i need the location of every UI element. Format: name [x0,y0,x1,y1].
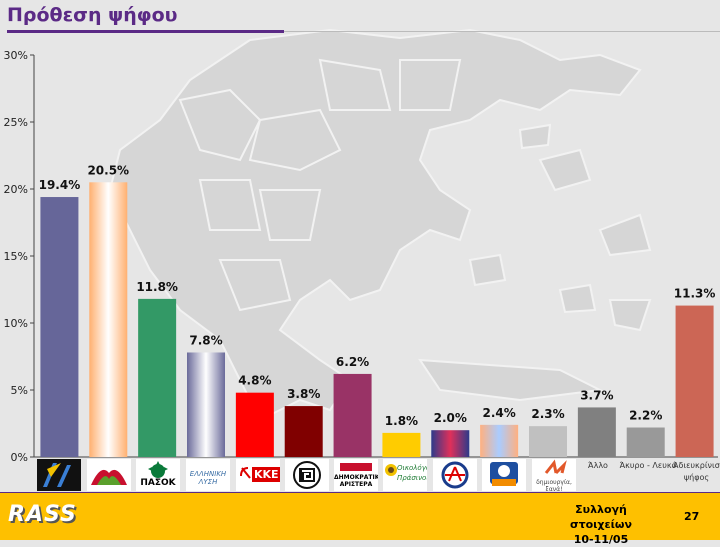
hammer-sickle-icon [240,467,251,479]
y-tick-label: 5% [11,384,28,397]
category-label-allo: Άλλο [588,461,608,470]
logo-elliniki: ΕΛΛΗΝΙΚΗ ΛΥΣΗ [186,459,230,491]
bar-value-label: 11.3% [674,287,716,301]
bar-value-label: 3.8% [287,387,320,401]
y-tick-label: 30% [4,49,28,62]
bar-9 [480,424,519,457]
bar-value-label: 19.4% [39,178,81,192]
kke-logo-text: ΚΚΕ [252,467,280,482]
logo-nd [37,459,81,491]
bar-value-label: 11.8% [136,280,178,294]
logo-pasok: ΠΑΣΟΚ [136,459,180,491]
circle-emblem-icon [441,461,469,489]
category-label-akyro: Άκυρο - Λευκό [619,461,677,470]
bar-value-label: 2.3% [531,407,564,421]
logo-oikologoi: Οικολόγοι Πράσινοι [383,459,427,491]
data-collection-label: Συλλογή στοιχείων [570,503,632,531]
bar-6 [333,373,372,457]
bar-value-label: 6.2% [336,355,369,369]
rass-logo: RASS [8,502,77,527]
logo-party-10 [482,459,526,491]
bar-8 [431,430,470,457]
bar-13 [675,305,714,457]
bar-value-label: 2.2% [629,409,662,423]
y-tick-label: 10% [4,317,28,330]
bar-value-label: 4.8% [238,374,271,388]
title-underline [7,30,284,33]
pasok-logo-text: ΠΑΣΟΚ [140,478,176,488]
dimiourgia-logo-text: δημιουργία, ξανά! [536,479,572,491]
logo-syriza [87,459,131,491]
page-number: 27 [684,510,700,523]
y-tick-label: 0% [11,451,28,464]
logo-party-9 [433,459,477,491]
footer-bar [0,493,720,540]
bar-0 [40,197,79,458]
bar-10 [529,426,567,457]
bar-2 [138,298,177,457]
nd-logo-icon [43,463,71,487]
logo-dimar: ΔΗΜΟΚΡΑΤΙΚΗ ΑΡΙΣΤΕΡΑ [334,459,378,491]
sunflower-icon [385,464,397,476]
sun-rays-icon [544,459,567,475]
pasok-sun-icon [148,461,168,478]
bar-12 [626,427,665,457]
data-collection-note: Συλλογή στοιχείων 10-11/05 [548,502,654,547]
dimar-logo-mark [340,463,372,471]
y-tick-label: 25% [4,116,28,129]
bar-value-label: 3.7% [580,388,613,402]
bar-value-label: 2.4% [483,406,516,420]
bar-4 [235,392,274,457]
bar-5 [284,406,323,457]
syriza-logo-icon [91,469,127,485]
meander-wreath-icon [293,461,321,489]
oikologoi-logo-text: Οικολόγοι Πράσινοι [397,464,427,482]
y-tick-label: 20% [4,183,28,196]
bar-1 [89,182,128,458]
page-title: Πρόθεση ψήφου [7,4,178,26]
logo-kke: ΚΚΕ [236,459,280,491]
blue-square-emblem-icon [490,462,518,486]
bar-value-label: 20.5% [87,163,129,177]
title-divider [284,31,720,32]
elliniki-logo-text: ΕΛΛΗΝΙΚΗ ΛΥΣΗ [189,470,227,486]
y-tick-label: 15% [4,250,28,263]
greece-map-background [108,28,652,422]
logo-dimiourgia: δημιουργία, ξανά! [532,459,576,491]
category-label-adieukrinisti: Αδιευκρίνιστη ψήφος [673,461,720,482]
bar-3 [187,352,225,457]
bar-7 [382,432,421,457]
vote-intention-bar-chart: 0% 5% 10% 15% 20% 25% 30% 19.4% 20.5% 11.8% 7.8% 4.… [4,49,718,464]
bar-11 [577,407,616,457]
logo-xa [285,459,329,491]
bar-value-label: 1.8% [385,414,418,428]
bar-value-label: 7.8% [189,333,222,347]
bar-value-label: 2.0% [434,411,467,425]
dimar-logo-text: ΔΗΜΟΚΡΑΤΙΚΗ ΑΡΙΣΤΕΡΑ [334,474,378,488]
